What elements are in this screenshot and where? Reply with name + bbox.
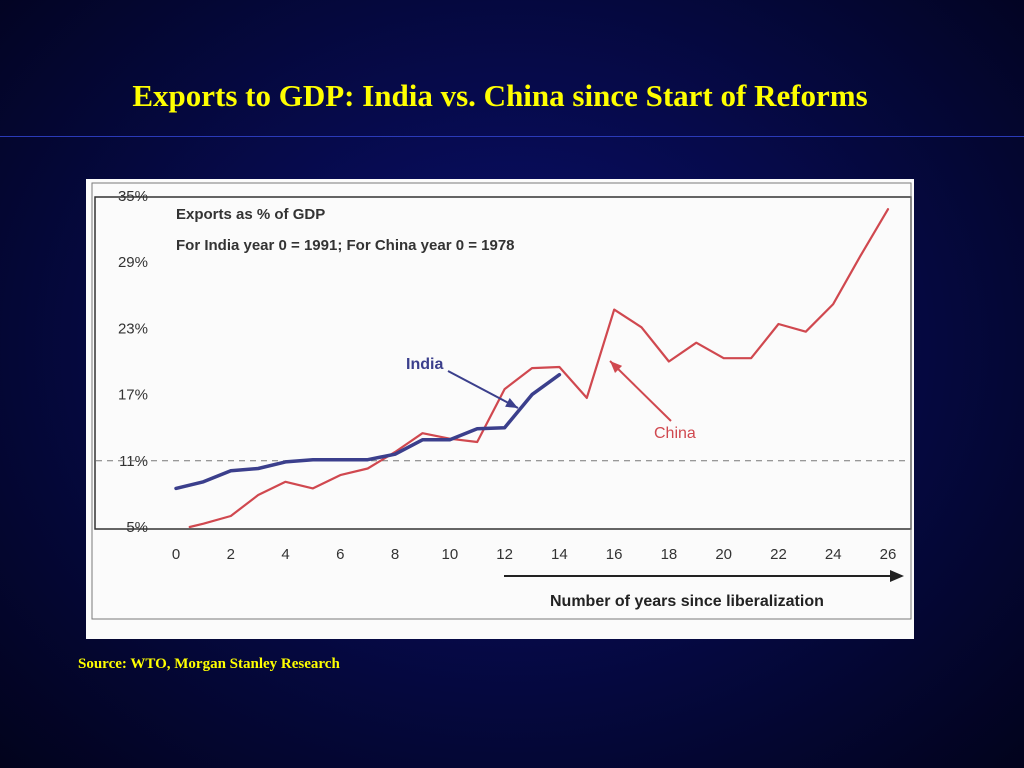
- india-pointer-arrow-shaft: [447, 370, 519, 409]
- chart-note-1: Exports as % of GDP: [176, 206, 325, 223]
- series-line-india: [174, 372, 562, 491]
- x-tick-label: 24: [825, 546, 842, 563]
- y-tick-label: 5%: [126, 519, 148, 536]
- x-tick-label: 10: [442, 546, 459, 563]
- outer-frame: [91, 182, 912, 620]
- y-tick-label: 29%: [118, 254, 148, 271]
- x-tick-label: 22: [770, 546, 787, 563]
- chart-note-2: For India year 0 = 1991; For China year …: [176, 237, 515, 254]
- x-tick-label: 14: [551, 546, 568, 563]
- china-pointer-arrow-shaft: [609, 360, 672, 422]
- x-axis-arrow-head: [890, 570, 904, 582]
- exports-gdp-chart: 5%11%17%23%29%35% 0 2 4 6 8 10 12 14 16 18 20 22 24 2…: [91, 182, 912, 620]
- series-label-china: China: [654, 425, 696, 442]
- y-tick-label: 35%: [118, 188, 148, 205]
- china-pointer-arrow-head: [610, 361, 623, 373]
- slide-title: Exports to GDP: India vs. China since St…: [132, 78, 868, 113]
- x-tick-label: 8: [391, 546, 399, 563]
- x-tick-label: 4: [281, 546, 289, 563]
- x-tick-label: 18: [661, 546, 678, 563]
- x-tick-label: 12: [496, 546, 513, 563]
- series-label-india: India: [406, 356, 443, 373]
- y-tick-label: 23%: [118, 320, 148, 337]
- series-line-china: [188, 208, 890, 529]
- title-divider: [0, 136, 1024, 137]
- india-pointer-arrow-head: [505, 398, 518, 408]
- chart-panel: 5% 11% 17% 23% 29% 35% 0 2 4 6 8 10 12 14 16 18 20 22 24 2…: [86, 179, 914, 639]
- source-note: Source: WTO, Morgan Stanley Research: [78, 656, 340, 672]
- x-tick-label: 2: [227, 546, 235, 563]
- x-tick-label: 16: [606, 546, 623, 563]
- x-tick-label: 20: [715, 546, 732, 563]
- x-tick-label: 6: [336, 546, 344, 563]
- y-tick-label: 17%: [118, 387, 148, 404]
- x-axis-label: Number of years since liberalization: [550, 593, 824, 610]
- x-tick-label: 0: [172, 546, 180, 563]
- x-tick-label: 26: [880, 546, 897, 563]
